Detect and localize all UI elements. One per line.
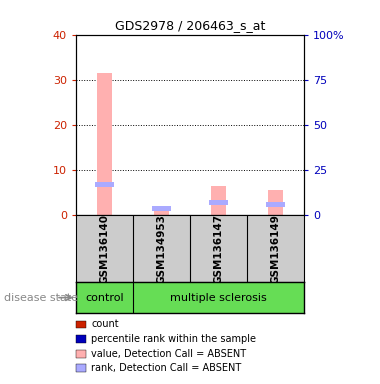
Bar (266, 202, 285, 207)
Text: GSM136149: GSM136149 (271, 214, 280, 283)
Text: multiple sclerosis: multiple sclerosis (170, 293, 267, 303)
Text: count: count (91, 319, 119, 329)
Bar (97, 73, 112, 215)
Bar (211, 186, 226, 215)
Text: GSM136140: GSM136140 (100, 214, 109, 284)
Bar (154, 207, 169, 215)
Title: GDS2978 / 206463_s_at: GDS2978 / 206463_s_at (115, 19, 265, 32)
Bar (152, 206, 171, 212)
Bar (95, 182, 114, 187)
Text: control: control (85, 293, 124, 303)
Bar (209, 200, 228, 205)
Bar (268, 190, 283, 215)
Text: disease state: disease state (4, 293, 78, 303)
Text: GSM136147: GSM136147 (214, 214, 223, 284)
Text: percentile rank within the sample: percentile rank within the sample (91, 334, 256, 344)
Text: GSM134953: GSM134953 (157, 214, 166, 283)
Text: rank, Detection Call = ABSENT: rank, Detection Call = ABSENT (91, 363, 241, 373)
Text: value, Detection Call = ABSENT: value, Detection Call = ABSENT (91, 349, 246, 359)
